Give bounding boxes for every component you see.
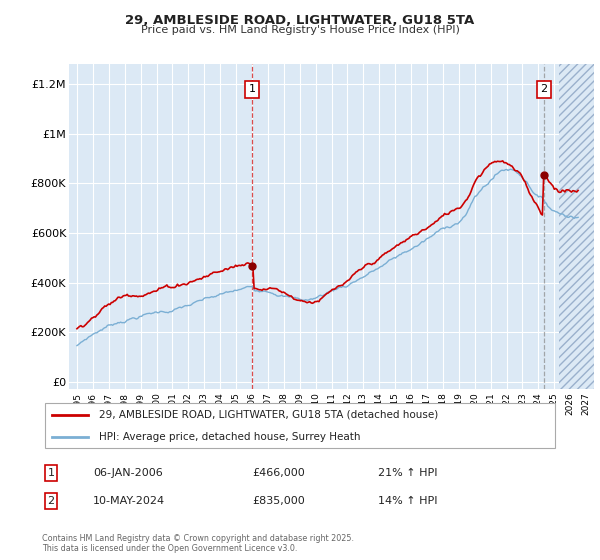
- Text: 29, AMBLESIDE ROAD, LIGHTWATER, GU18 5TA: 29, AMBLESIDE ROAD, LIGHTWATER, GU18 5TA: [125, 14, 475, 27]
- Text: 29, AMBLESIDE ROAD, LIGHTWATER, GU18 5TA (detached house): 29, AMBLESIDE ROAD, LIGHTWATER, GU18 5TA…: [99, 409, 438, 419]
- Text: 1: 1: [249, 84, 256, 94]
- Text: 10-MAY-2024: 10-MAY-2024: [93, 496, 165, 506]
- Text: 14% ↑ HPI: 14% ↑ HPI: [378, 496, 437, 506]
- Text: 2: 2: [541, 84, 548, 94]
- Text: HPI: Average price, detached house, Surrey Heath: HPI: Average price, detached house, Surr…: [99, 432, 360, 442]
- Text: Contains HM Land Registry data © Crown copyright and database right 2025.
This d: Contains HM Land Registry data © Crown c…: [42, 534, 354, 553]
- Text: £835,000: £835,000: [252, 496, 305, 506]
- Text: 1: 1: [47, 468, 55, 478]
- Text: Price paid vs. HM Land Registry's House Price Index (HPI): Price paid vs. HM Land Registry's House …: [140, 25, 460, 35]
- FancyBboxPatch shape: [44, 403, 556, 448]
- Text: £466,000: £466,000: [252, 468, 305, 478]
- Text: 21% ↑ HPI: 21% ↑ HPI: [378, 468, 437, 478]
- Text: 06-JAN-2006: 06-JAN-2006: [93, 468, 163, 478]
- Text: 2: 2: [47, 496, 55, 506]
- Bar: [559, 64, 594, 389]
